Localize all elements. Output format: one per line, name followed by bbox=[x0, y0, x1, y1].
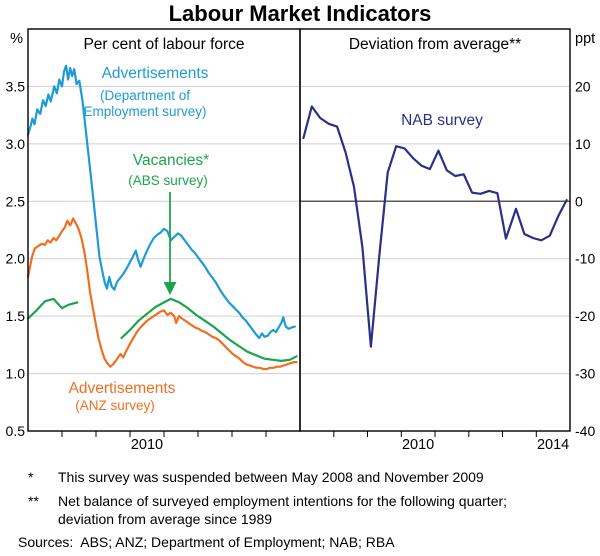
footnote-1-marker: * bbox=[28, 469, 34, 485]
y-tick-label: 3.5 bbox=[6, 78, 26, 94]
y-tick-label: -20 bbox=[575, 308, 595, 324]
y-tick-label: 1.5 bbox=[6, 308, 26, 324]
label-vacancies-sub: (ABS survey) bbox=[128, 173, 208, 188]
y-tick-label: 2.0 bbox=[6, 251, 26, 267]
label-vacancies: Vacancies* bbox=[132, 152, 210, 169]
y-tick-label: 1.0 bbox=[6, 366, 26, 382]
y-tick-label: 10 bbox=[575, 136, 591, 152]
footnote-2-text: Net balance of surveyed employment inten… bbox=[58, 493, 508, 528]
y-tick-label: 0.5 bbox=[6, 423, 26, 439]
y-tick-label: -30 bbox=[575, 366, 595, 382]
left-panel-header: Per cent of labour force bbox=[83, 36, 245, 53]
panel-frame bbox=[299, 28, 571, 432]
series-vacancies-abs bbox=[120, 297, 298, 362]
label-advertisements-doe-sub: (Department of Employment survey) bbox=[65, 88, 225, 121]
y-tick-label: 20 bbox=[575, 78, 591, 94]
series-vacancies-abs bbox=[26, 297, 79, 320]
y-axis-unit: ppt bbox=[575, 31, 595, 47]
x-tick-label: 2010 bbox=[131, 437, 163, 453]
label-advertisements-doe: Advertisements bbox=[101, 65, 209, 82]
x-tick-label: 2014 bbox=[537, 437, 569, 453]
label-doe-sub-line1: (Department of bbox=[99, 88, 191, 103]
label-advertisements-anz: Advertisements bbox=[68, 380, 176, 397]
label-advertisements-anz-sub: (ANZ survey) bbox=[75, 398, 155, 413]
y-tick-label: -40 bbox=[575, 423, 595, 439]
label-doe-sub-line2: Employment survey) bbox=[83, 104, 207, 120]
footnote-1-text: This survey was suspended between May 20… bbox=[58, 469, 484, 485]
y-tick-label: 2.5 bbox=[6, 193, 26, 209]
series-nab-survey bbox=[302, 105, 568, 348]
y-axis-unit: % bbox=[10, 31, 23, 47]
series-advertisements-anz bbox=[26, 217, 298, 371]
chart-title: Labour Market Indicators bbox=[168, 1, 432, 26]
y-tick-label: 0 bbox=[575, 193, 583, 209]
vacancies-arrow-head-icon bbox=[163, 282, 177, 295]
y-tick-label: -10 bbox=[575, 251, 595, 267]
series-advertisements-doe bbox=[26, 64, 296, 340]
footnote-2-marker: ** bbox=[28, 493, 39, 509]
x-tick-label: 2010 bbox=[402, 437, 434, 453]
y-tick-label: 3.0 bbox=[6, 136, 26, 152]
right-panel-header: Deviation from average** bbox=[348, 36, 522, 53]
sources-line: Sources: ABS; ANZ; Department of Employm… bbox=[18, 534, 395, 550]
label-nab-survey: NAB survey bbox=[401, 112, 483, 129]
